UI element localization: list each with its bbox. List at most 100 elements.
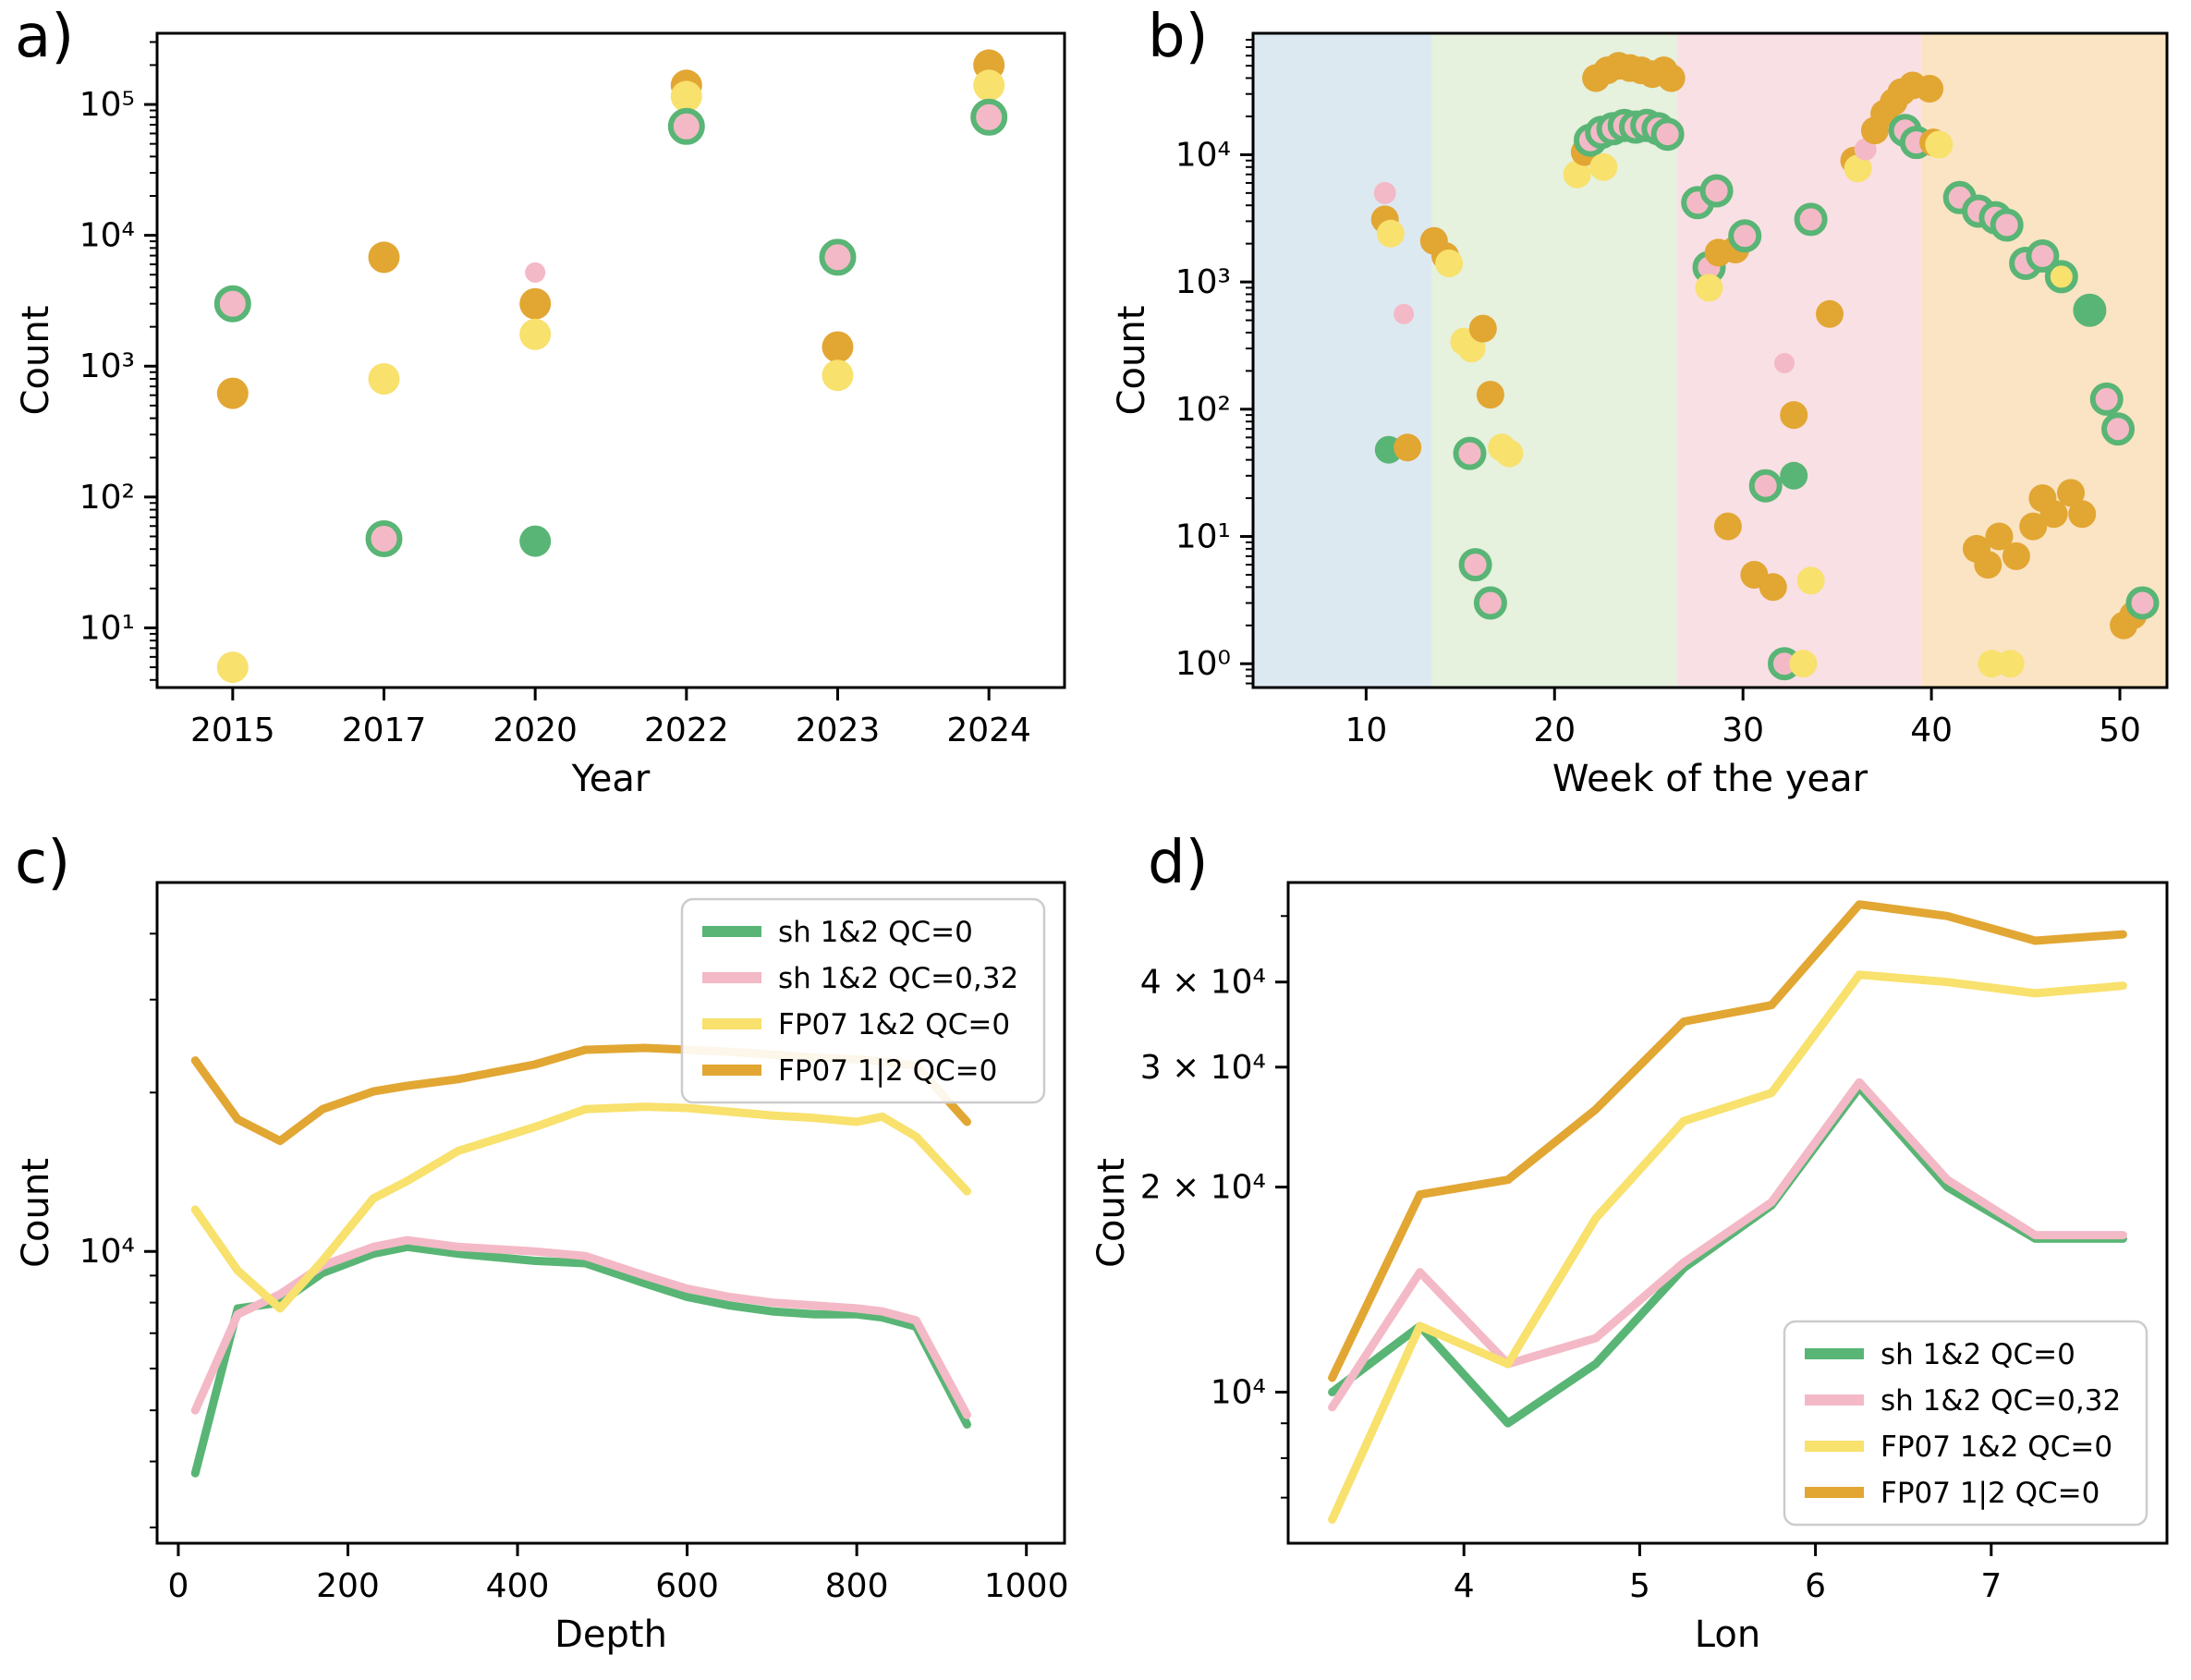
data-point <box>1650 117 1685 152</box>
data-point <box>1925 130 1954 159</box>
data-point <box>2068 500 2097 529</box>
legend: sh 1&2 QC=0 sh 1&2 QC=0,32 FP07 1&2 QC=0 FP… <box>680 897 1046 1104</box>
data-point <box>822 331 854 363</box>
y-tick-label: 10⁴ <box>1211 1373 1266 1411</box>
legend-label: FP07 1&2 QC=0 <box>1881 1430 2112 1464</box>
data-point <box>1713 512 1742 541</box>
data-point <box>1854 138 1877 161</box>
data-point <box>2057 479 2085 507</box>
x-tick-label: 2020 <box>493 712 578 749</box>
data-point <box>368 363 400 395</box>
x-axis: 4 5 6 7 <box>1454 1543 2002 1605</box>
data-point <box>819 238 857 276</box>
data-point <box>1394 303 1415 324</box>
data-point <box>2101 412 2135 446</box>
x-tick-label: 40 <box>1910 712 1953 749</box>
plot-border <box>155 31 1066 689</box>
data-point <box>368 241 400 274</box>
data-point <box>519 287 552 320</box>
x-axis-label: Lon <box>1695 1613 1760 1656</box>
legend-label: sh 1&2 QC=0,32 <box>1881 1384 2121 1418</box>
data-point <box>1990 208 2024 242</box>
y-tick-label: 10¹ <box>1175 518 1231 556</box>
data-point <box>973 69 1005 102</box>
x-tick-label: 2024 <box>946 712 1031 749</box>
panel-d-chart: 4 5 6 7 10⁴ 2 × 10⁴ 3 × 10⁴ 4 × 10⁴ Lon Count sh 1… <box>1090 881 2169 1656</box>
y-tick-label: 4 × 10⁴ <box>1140 964 1266 1002</box>
x-tick-label: 2022 <box>644 712 729 749</box>
data-point <box>2089 382 2124 416</box>
data-point <box>2125 586 2160 620</box>
plot-border <box>1251 31 2169 689</box>
data-point <box>1816 299 1844 328</box>
y-axis-label: Count <box>15 306 57 416</box>
y-axis: 10⁴ 2 × 10⁴ 3 × 10⁴ 4 × 10⁴ <box>1140 915 1288 1499</box>
data-point <box>1695 274 1723 302</box>
data-point <box>2073 293 2107 327</box>
y-tick-label: 3 × 10⁴ <box>1140 1049 1266 1087</box>
data-point <box>1748 469 1783 503</box>
x-tick-label: 20 <box>1533 712 1576 749</box>
data-point <box>667 107 705 145</box>
data-point <box>1996 650 2025 678</box>
y-tick-label: 2 × 10⁴ <box>1140 1169 1266 1207</box>
y-axis-label: Count <box>15 1158 57 1268</box>
data-point <box>1774 353 1795 373</box>
data-point <box>1780 401 1808 430</box>
data-point <box>1728 219 1762 253</box>
data-point <box>519 318 552 350</box>
x-tick-label: 6 <box>1805 1567 1826 1605</box>
data-point <box>1916 75 1944 103</box>
x-tick-label: 5 <box>1629 1567 1650 1605</box>
panel-c-label: c) <box>15 829 71 897</box>
x-tick-label: 0 <box>167 1567 189 1605</box>
data-point <box>1373 181 1396 204</box>
panel-a-label: a) <box>15 3 75 71</box>
y-tick-label: 10³ <box>1175 263 1231 301</box>
data-point <box>1699 174 1734 208</box>
data-point <box>365 520 403 557</box>
plot-border <box>1286 881 2169 1545</box>
panel-b-label: b) <box>1148 3 1209 71</box>
y-tick-label: 10⁵ <box>79 86 135 124</box>
y-axis: 10⁴ <box>79 932 157 1528</box>
legend-label: FP07 1&2 QC=0 <box>778 1008 1010 1041</box>
data-point <box>519 525 552 557</box>
panel-a-chart: 2015 2017 2020 2022 2023 2024 10¹ 10² 10³ 10⁴ 10⁵ Y… <box>15 31 1066 800</box>
x-tick-label: 400 <box>486 1567 550 1605</box>
data-point <box>1473 586 1507 620</box>
data-point <box>1759 573 1787 602</box>
y-axis: 10⁰ 10¹ 10² 10³ 10⁴ <box>1175 39 1253 685</box>
data-point <box>1657 64 1686 92</box>
data-point <box>2019 512 2048 541</box>
data-point <box>670 80 702 113</box>
data-point <box>1468 314 1497 343</box>
legend-label: sh 1&2 QC=0 <box>778 916 973 949</box>
legend-label: sh 1&2 QC=0,32 <box>778 962 1018 995</box>
x-tick-label: 10 <box>1345 712 1387 749</box>
panel-d-label: d) <box>1148 829 1209 897</box>
data-point <box>216 377 249 409</box>
series-line <box>1328 970 2127 1524</box>
data-point <box>1376 219 1405 248</box>
x-tick-label: 2017 <box>342 712 427 749</box>
data-point <box>1495 439 1524 468</box>
data-point <box>1985 522 2014 551</box>
data-point <box>1780 461 1808 490</box>
x-tick-label: 1000 <box>984 1567 1069 1605</box>
data-point <box>2002 542 2030 570</box>
y-axis-label: Count <box>1111 306 1153 416</box>
data-point <box>1789 650 1818 678</box>
data-point <box>2044 260 2078 294</box>
x-tick-label: 200 <box>316 1567 380 1605</box>
scatter-points <box>213 49 1008 684</box>
legend-label: FP07 1|2 QC=0 <box>778 1054 997 1088</box>
data-point <box>1589 152 1618 181</box>
y-tick-label: 10³ <box>79 347 135 385</box>
panel-b-chart: 10 20 30 40 50 10⁰ 10¹ 10² 10³ 10⁴ Week of the yea… <box>1111 31 2169 800</box>
y-tick-label: 10² <box>1175 391 1231 429</box>
x-tick-label: 4 <box>1454 1567 1475 1605</box>
scatter-points <box>1370 52 2160 681</box>
legend: sh 1&2 QC=0 sh 1&2 QC=0,32 FP07 1&2 QC=0 FP… <box>1783 1320 2148 1527</box>
